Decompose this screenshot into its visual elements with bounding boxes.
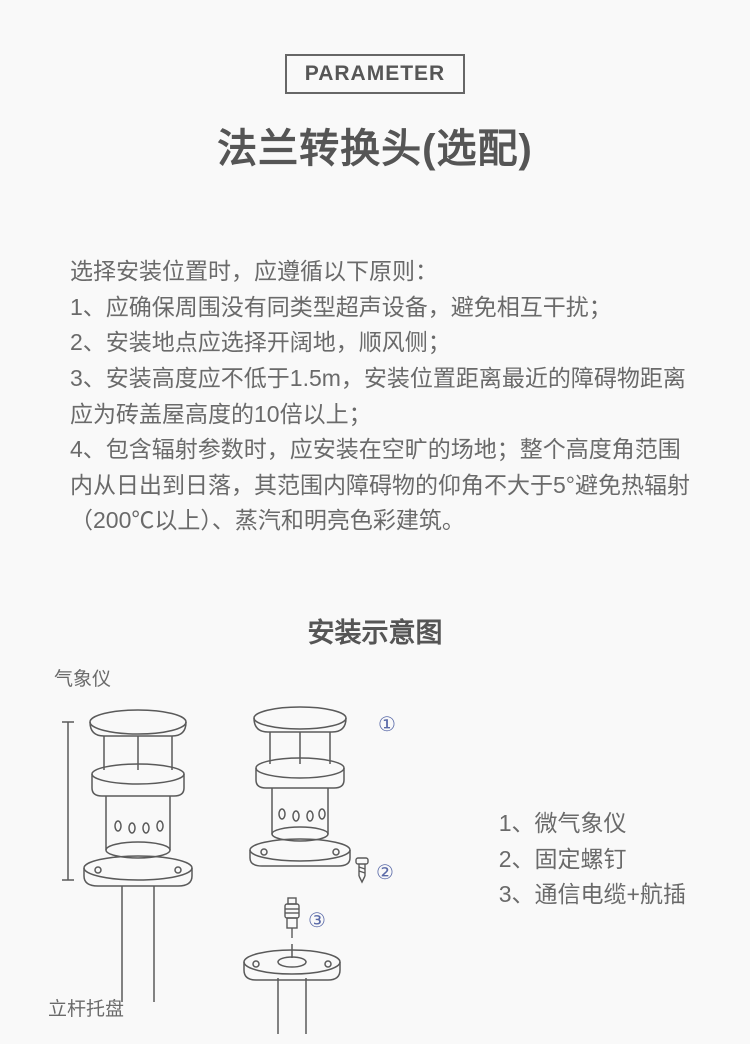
parameter-badge: PARAMETER bbox=[285, 54, 465, 94]
rule-4: 4、包含辐射参数时，应安装在空旷的场地；整个高度角范围内从日出到日落，其范围内障… bbox=[70, 432, 696, 539]
screw-icon bbox=[352, 856, 372, 886]
legend-item-1: 1、微气象仪 bbox=[499, 806, 686, 842]
marker-3: ③ bbox=[308, 908, 326, 933]
diagram-area: 气象仪 立杆托盘 bbox=[0, 664, 750, 1044]
marker-1: ① bbox=[378, 712, 396, 737]
rule-3: 3、安装高度应不低于1.5m，安装位置距离最近的障碍物距离应为砖盖屋高度的10倍… bbox=[70, 361, 696, 432]
marker-2: ② bbox=[376, 860, 394, 885]
intro-line: 选择安装位置时，应遵循以下原则： bbox=[70, 254, 696, 290]
pole-tray-icon bbox=[232, 944, 352, 1034]
label-instrument: 气象仪 bbox=[54, 664, 111, 691]
diagram-legend: 1、微气象仪 2、固定螺钉 3、通信电缆+航插 bbox=[499, 806, 686, 913]
sensor-left-icon bbox=[60, 692, 200, 1002]
page-title: 法兰转换头(选配) bbox=[0, 116, 750, 174]
instructions-block: 选择安装位置时，应遵循以下原则： 1、应确保周围没有同类型超声设备，避免相互干扰… bbox=[70, 254, 696, 539]
sensor-right-icon bbox=[230, 692, 370, 872]
diagram-title: 安装示意图 bbox=[0, 611, 750, 650]
rule-2: 2、安装地点应选择开阔地，顺风侧； bbox=[70, 325, 696, 361]
legend-item-2: 2、固定螺钉 bbox=[499, 842, 686, 878]
legend-item-3: 3、通信电缆+航插 bbox=[499, 877, 686, 913]
rule-1: 1、应确保周围没有同类型超声设备，避免相互干扰； bbox=[70, 290, 696, 326]
connector-icon bbox=[280, 896, 304, 940]
